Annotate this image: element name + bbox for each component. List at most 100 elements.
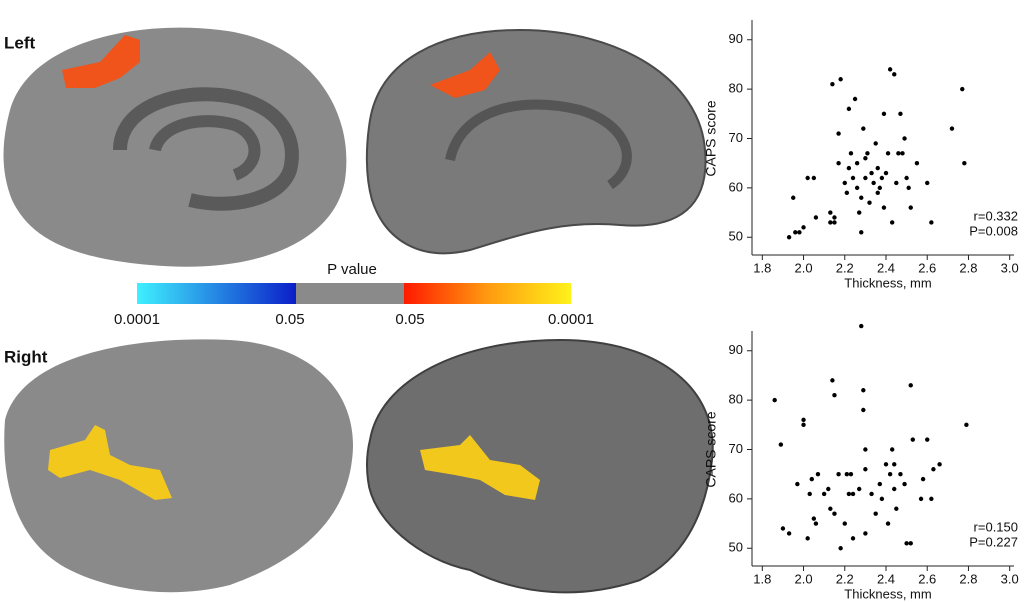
colorbar-label: 0.05 <box>395 311 424 328</box>
scatter-point <box>801 422 806 428</box>
colorbar-negative <box>137 283 296 304</box>
scatter-point <box>846 491 852 497</box>
annotation: P=0.227 <box>969 534 1018 549</box>
scatter-point <box>863 447 868 452</box>
scatter-point <box>848 471 854 477</box>
scatter-point <box>801 417 806 423</box>
scatter-point <box>889 447 895 452</box>
scatter-point <box>964 422 969 428</box>
scatter-point <box>786 235 792 240</box>
scatter-point <box>832 215 837 220</box>
scatter-point <box>859 323 864 329</box>
scatter-point <box>832 511 837 516</box>
scatter-point <box>908 383 913 388</box>
scatter-point <box>873 141 878 146</box>
scatter-point <box>883 170 889 176</box>
y-tick-label: 50 <box>729 229 743 244</box>
y-tick-label: 60 <box>729 490 743 505</box>
scatter-point <box>844 190 850 196</box>
scatter-point <box>887 471 893 477</box>
scatter-point <box>797 230 802 235</box>
scatter-point <box>885 151 891 156</box>
panel-label: Left <box>4 33 36 52</box>
scatter-point <box>813 215 819 220</box>
brain-right-lateral-pial <box>365 338 714 594</box>
scatter-point <box>850 491 856 497</box>
scatter-point <box>861 388 866 393</box>
scatter-point <box>904 541 909 546</box>
scatter-point <box>828 506 833 511</box>
scatter-point <box>875 165 880 171</box>
scatter-point <box>861 126 866 131</box>
y-tick-label: 60 <box>729 179 743 194</box>
scatter-point <box>850 536 856 541</box>
scatter-point <box>821 491 827 497</box>
x-axis-title: Thickness, mm <box>844 275 931 290</box>
scatter-point <box>918 496 924 502</box>
scatter-point <box>811 516 817 521</box>
scatter-point <box>900 151 905 156</box>
scatter-point <box>863 175 868 181</box>
scatter-point <box>863 467 868 472</box>
scatter-point <box>805 536 810 541</box>
y-axis-title: CAPS score <box>703 100 719 176</box>
scatter-point <box>914 160 920 166</box>
y-tick-label: 50 <box>729 540 743 555</box>
scatter-point <box>852 96 858 102</box>
scatter-point <box>892 462 897 467</box>
y-tick-label: 70 <box>729 441 743 456</box>
scatter-point <box>887 67 893 72</box>
scatter-point <box>908 205 913 210</box>
scatter-point <box>937 462 942 467</box>
scatter-point <box>910 437 915 442</box>
scatter-point <box>889 220 895 225</box>
annotation: r=0.332 <box>974 208 1018 223</box>
scatter-point <box>828 210 833 215</box>
scatter-point <box>828 220 833 225</box>
scatter-point <box>838 546 843 551</box>
scatter-point <box>836 131 841 136</box>
scatter-point <box>896 151 901 156</box>
scatter-point <box>854 185 860 191</box>
scatter-point <box>877 185 883 191</box>
scatter-point <box>883 462 889 467</box>
scatter-point <box>807 491 812 497</box>
scatter-point <box>885 521 891 526</box>
scatter-point <box>861 407 866 413</box>
y-axis-title: CAPS score <box>703 411 719 487</box>
scatter-point <box>931 467 936 472</box>
x-tick-label: 2.4 <box>877 571 895 586</box>
scatter-point <box>846 165 852 171</box>
x-tick-label: 2.0 <box>794 260 812 275</box>
scatter-point <box>778 442 784 447</box>
scatter-point <box>929 496 934 502</box>
scatter-point <box>836 471 841 477</box>
scatter-point <box>844 471 850 477</box>
scatter-point <box>780 526 786 531</box>
scatter-point <box>925 180 930 186</box>
scatter-point <box>892 72 897 77</box>
x-tick-label: 2.2 <box>836 571 854 586</box>
scatter-point <box>920 476 926 482</box>
x-axis-title: Thickness, mm <box>844 586 931 601</box>
scatter-point <box>832 392 837 398</box>
scatter-point <box>842 521 847 526</box>
scatter-point <box>949 126 955 131</box>
colorbar-label: 0.05 <box>275 311 304 328</box>
scatter-point <box>830 378 835 383</box>
x-tick-label: 2.6 <box>918 571 936 586</box>
annotation: r=0.150 <box>974 519 1018 534</box>
scatter-point <box>830 81 835 87</box>
scatter-point <box>894 180 899 186</box>
scatter-point <box>848 151 854 156</box>
scatter-point <box>865 151 870 156</box>
x-tick-label: 2.6 <box>918 260 936 275</box>
scatter-point <box>791 195 796 200</box>
x-tick-label: 3.0 <box>1001 260 1019 275</box>
x-tick-label: 3.0 <box>1001 571 1019 586</box>
brain-left-medial-inflated <box>3 27 347 267</box>
scatter-point <box>875 190 880 196</box>
x-tick-label: 2.8 <box>959 260 977 275</box>
x-tick-label: 1.8 <box>753 260 771 275</box>
